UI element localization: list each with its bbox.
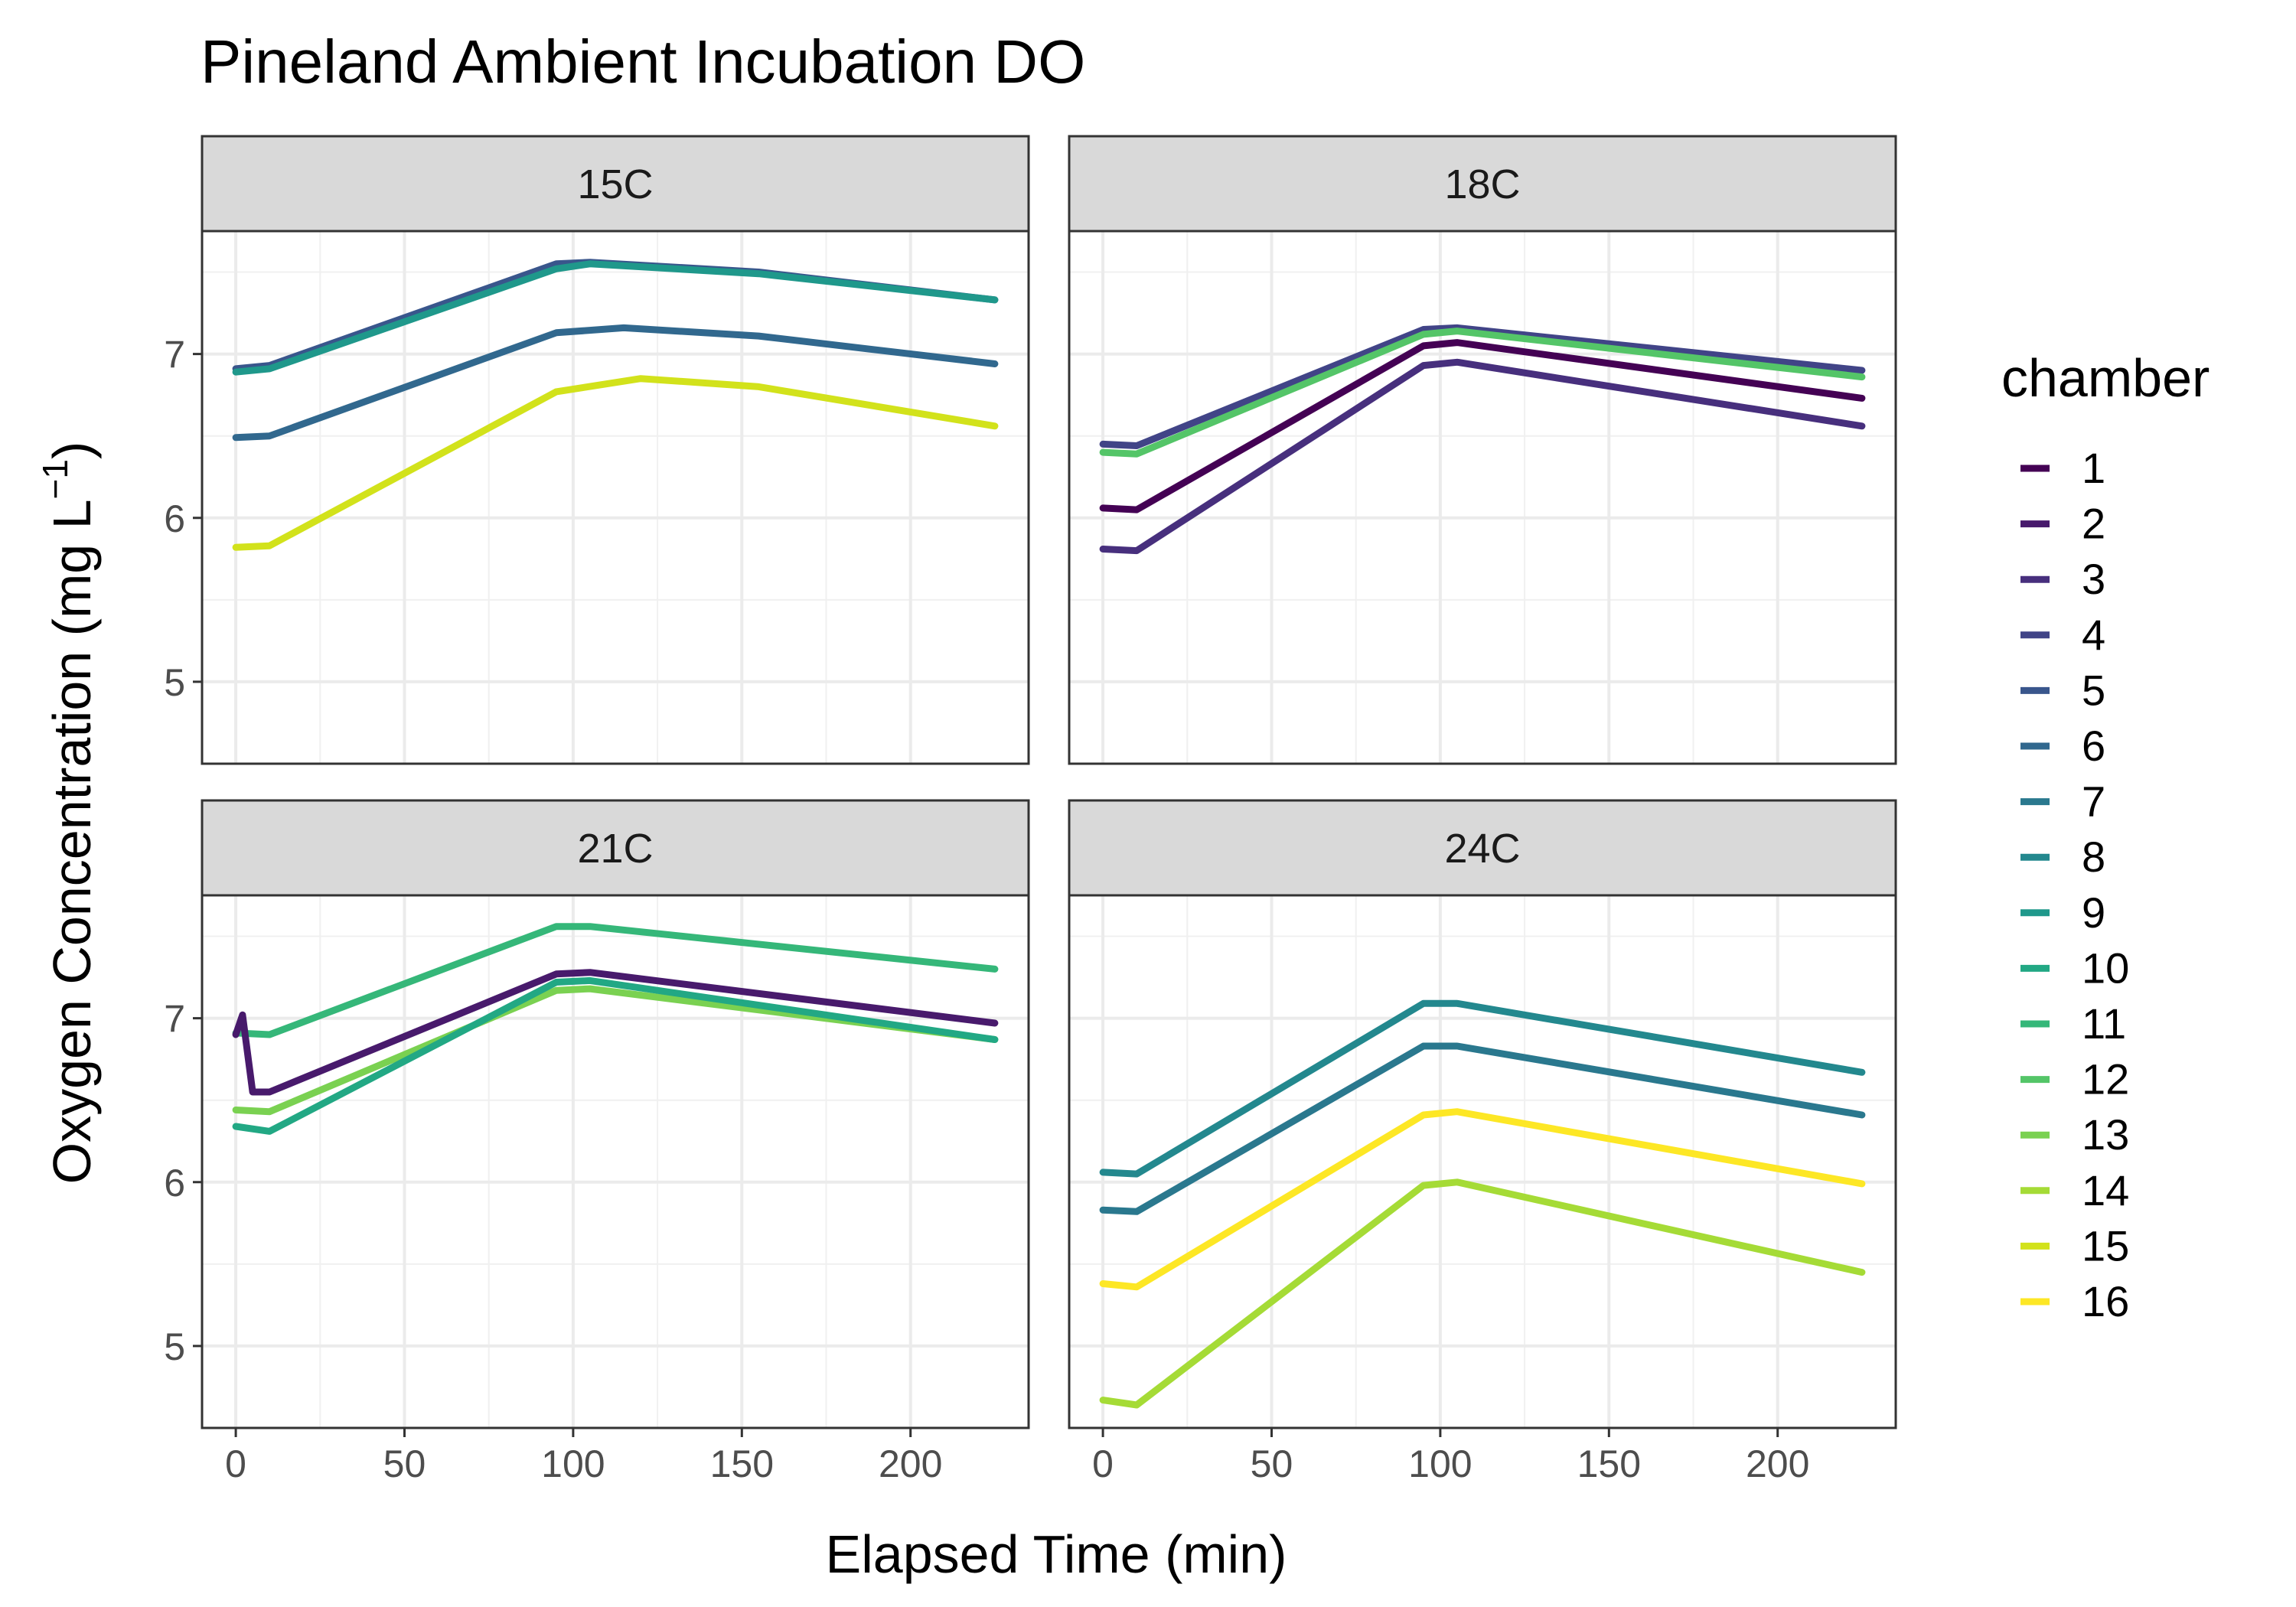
series-line-chamber-4 bbox=[1099, 324, 1866, 449]
series-line-chamber-7 bbox=[1099, 1042, 1866, 1215]
series-line-chamber-9 bbox=[232, 260, 999, 376]
legend-label-7: 7 bbox=[2082, 777, 2105, 826]
series-line-chamber-12 bbox=[1099, 328, 1866, 458]
panel-background bbox=[202, 231, 1029, 764]
series-line-chamber-3 bbox=[1099, 358, 1866, 555]
panel-24C: 24C 0 50 100 150 200 bbox=[1068, 799, 1897, 1485]
legend-label-3: 3 bbox=[2082, 555, 2105, 603]
legend-label-2: 2 bbox=[2082, 500, 2105, 548]
series-line-chamber-13 bbox=[232, 985, 999, 1116]
x-tick-label: 200 bbox=[1746, 1442, 1809, 1485]
y-axis-title-main: Oxygen Concentration (mg L bbox=[42, 499, 102, 1184]
facet-strip bbox=[201, 135, 1030, 233]
panel-18C: 18C bbox=[1068, 135, 1897, 765]
legend-label-12: 12 bbox=[2082, 1055, 2129, 1103]
facet-strip bbox=[201, 799, 1030, 897]
series-line-chamber-14 bbox=[1099, 1178, 1866, 1409]
series-line-chamber-10 bbox=[232, 976, 999, 1135]
legend-label-13: 13 bbox=[2082, 1110, 2129, 1159]
x-tick-label: 150 bbox=[710, 1442, 774, 1485]
legend-label-9: 9 bbox=[2082, 888, 2105, 937]
x-tick-label: 150 bbox=[1577, 1442, 1641, 1485]
series-line-chamber-11 bbox=[232, 923, 999, 1038]
panel-border bbox=[1068, 230, 1897, 765]
y-axis-title: Oxygen Concentration (mg L−1) bbox=[35, 442, 102, 1185]
panel-background bbox=[1069, 895, 1896, 1428]
panel-21C: 21C 5 6 7 0 50 100 150 200 bbox=[164, 799, 1030, 1485]
facet-strip bbox=[1068, 135, 1897, 233]
y-tick-label: 7 bbox=[164, 334, 185, 376]
facet-strip-label: 21C bbox=[577, 826, 653, 872]
x-tick-label: 100 bbox=[541, 1442, 605, 1485]
y-tick-label: 5 bbox=[164, 1325, 185, 1368]
legend-label-4: 4 bbox=[2082, 611, 2105, 659]
series-line-chamber-2 bbox=[232, 969, 999, 1096]
legend-label-8: 8 bbox=[2082, 833, 2105, 881]
series-line-chamber-15 bbox=[232, 375, 999, 551]
x-tick-label: 200 bbox=[879, 1442, 942, 1485]
series-line-chamber-6 bbox=[232, 324, 999, 442]
x-tick-label: 50 bbox=[383, 1442, 426, 1485]
y-tick-label: 6 bbox=[164, 1162, 185, 1204]
legend-label-15: 15 bbox=[2082, 1221, 2129, 1270]
legend-label-5: 5 bbox=[2082, 666, 2105, 714]
legend-label-10: 10 bbox=[2082, 944, 2129, 992]
svg-text:Oxygen Concentration (mg L−1): Oxygen Concentration (mg L−1) bbox=[35, 442, 102, 1185]
panel-border bbox=[1068, 894, 1897, 1429]
x-tick-label: 50 bbox=[1251, 1442, 1293, 1485]
x-tick-label: 100 bbox=[1408, 1442, 1472, 1485]
facet-strip bbox=[1068, 799, 1897, 897]
x-tick-label: 0 bbox=[225, 1442, 246, 1485]
series-line-chamber-16 bbox=[1099, 1108, 1866, 1291]
legend-label-16: 16 bbox=[2082, 1277, 2129, 1325]
panel-border bbox=[201, 894, 1030, 1429]
y-tick-label: 5 bbox=[164, 661, 185, 704]
y-tick-label: 7 bbox=[164, 998, 185, 1041]
series-line-chamber-1 bbox=[1099, 339, 1866, 513]
facet-strip-label: 24C bbox=[1444, 826, 1520, 872]
x-tick-label: 0 bbox=[1092, 1442, 1114, 1485]
facet-strip-label: 15C bbox=[577, 161, 653, 207]
legend-label-1: 1 bbox=[2082, 444, 2105, 492]
series-line-chamber-8 bbox=[1099, 999, 1866, 1178]
x-axis-title: Elapsed Time (min) bbox=[826, 1524, 1287, 1584]
legend-label-11: 11 bbox=[2082, 999, 2126, 1048]
panel-background bbox=[1069, 231, 1896, 764]
y-axis-title-superscript: −1 bbox=[35, 459, 75, 499]
legend-label-14: 14 bbox=[2082, 1166, 2129, 1214]
facet-strip-label: 18C bbox=[1444, 161, 1520, 207]
y-tick-label: 6 bbox=[164, 497, 185, 540]
panel-15C: 15C 5 6 7 bbox=[164, 135, 1030, 765]
legend-title: chamber bbox=[2001, 348, 2210, 408]
legend-label-6: 6 bbox=[2082, 722, 2105, 770]
panel-border bbox=[201, 230, 1030, 765]
y-axis-title-close: ) bbox=[42, 442, 102, 459]
chart-title: Pineland Ambient Incubation DO bbox=[201, 28, 1085, 96]
